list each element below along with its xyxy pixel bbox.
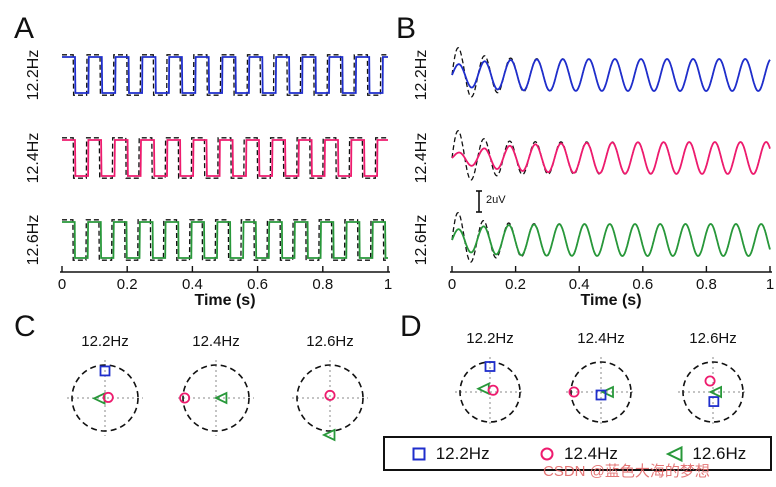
- unit-circle: [682, 361, 744, 423]
- polar-title-c-12-2hz: 12.2Hz: [81, 333, 129, 350]
- triangle-marker-icon: [321, 428, 336, 442]
- square-marker-icon: [708, 396, 720, 407]
- triangle-marker-icon: [666, 445, 683, 462]
- unit-circle: [182, 364, 250, 432]
- square-marker-icon: [412, 447, 426, 460]
- legend-label: 12.6Hz: [692, 443, 747, 463]
- x-tick-label: 0.6: [632, 276, 654, 293]
- scale-bar-label: 2uV: [486, 194, 506, 206]
- circle-marker-icon: [540, 447, 554, 460]
- row-label-b-12-6hz: 12.6Hz: [413, 214, 430, 266]
- triangle-marker-icon: [476, 382, 490, 396]
- legend-label: 12.2Hz: [435, 443, 490, 463]
- x-tick-label: 0.2: [505, 276, 527, 293]
- x-tick-label: 0: [447, 276, 457, 293]
- x-tick-label: 0.8: [695, 276, 717, 293]
- reference-waveform: [62, 137, 388, 179]
- panel-label-b: B: [396, 12, 417, 45]
- x-tick-label: 1: [383, 276, 393, 293]
- legend-item-12-2hz: 12.2Hz: [409, 444, 490, 464]
- signal-waveform: [451, 58, 771, 92]
- reference-waveform: [451, 47, 771, 98]
- x-tick-label: 0.8: [312, 276, 334, 293]
- signal-waveform: [62, 139, 388, 177]
- polar-title-d-12-2hz: 12.2Hz: [466, 330, 514, 347]
- unit-circle: [71, 364, 139, 432]
- panel-label-a: A: [14, 12, 35, 45]
- panel-label-c: C: [14, 310, 36, 343]
- square-marker-icon: [99, 365, 111, 377]
- circle-marker-icon: [324, 389, 336, 401]
- triangle-marker-icon: [600, 385, 614, 399]
- unit-circle: [570, 361, 632, 423]
- legend-item-12-4hz: 12.4Hz: [537, 444, 618, 464]
- reference-waveform: [62, 219, 388, 261]
- polar-title-c-12-6hz: 12.6Hz: [306, 333, 354, 350]
- signal-waveform: [62, 56, 388, 94]
- panel-label-d: D: [400, 310, 422, 343]
- legend-item-12-6hz: 12.6Hz: [665, 444, 746, 464]
- signal-waveform: [451, 141, 771, 175]
- unit-circle: [296, 364, 364, 432]
- triangle-marker-icon: [213, 391, 228, 405]
- signal-waveform: [62, 221, 388, 259]
- x-tick-label: 0.2: [116, 276, 138, 293]
- x-tick-label: 0.4: [181, 276, 203, 293]
- watermark: CSDN @蓝色大海的梦想: [543, 463, 710, 480]
- x-axis-label-b: Time (s): [580, 292, 642, 309]
- reference-waveform: [451, 130, 771, 181]
- circle-marker-icon: [102, 391, 114, 403]
- x-tick-label: 1: [765, 276, 775, 293]
- circle-marker-icon: [704, 375, 716, 387]
- circle-marker-icon: [179, 392, 191, 404]
- x-tick-label: 0.4: [568, 276, 590, 293]
- x-axis-label-a: Time (s): [194, 292, 256, 309]
- row-label-a-12-4hz: 12.4Hz: [25, 132, 42, 184]
- signal-waveform: [451, 223, 771, 257]
- row-label-a-12-2hz: 12.2Hz: [25, 49, 42, 101]
- square-marker-icon: [595, 389, 607, 401]
- polar-title-d-12-4hz: 12.4Hz: [577, 330, 625, 347]
- polar-title-c-12-4hz: 12.4Hz: [192, 333, 240, 350]
- x-tick-label: 0: [57, 276, 67, 293]
- circle-marker-icon: [568, 386, 580, 398]
- polar-title-d-12-6hz: 12.6Hz: [689, 330, 737, 347]
- x-tick-label: 0.6: [247, 276, 269, 293]
- square-marker-icon: [484, 361, 496, 372]
- row-label-b-12-2hz: 12.2Hz: [413, 49, 430, 101]
- reference-waveform: [62, 54, 388, 96]
- legend-label: 12.4Hz: [564, 443, 618, 463]
- row-label-b-12-4hz: 12.4Hz: [413, 132, 430, 184]
- circle-marker-icon: [487, 384, 499, 396]
- legend: 12.2Hz 12.4Hz 12.6Hz: [383, 436, 772, 471]
- triangle-marker-icon: [708, 385, 722, 399]
- row-label-a-12-6hz: 12.6Hz: [25, 214, 42, 266]
